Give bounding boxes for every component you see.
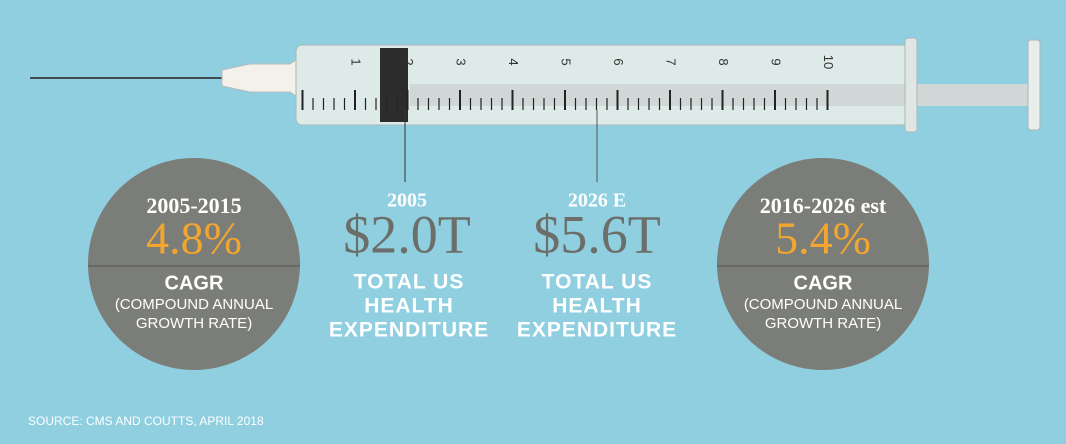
source: SOURCE: CMS AND COUTTS, APRIL 2018 xyxy=(28,414,264,428)
label: EXPENDITURE xyxy=(329,319,489,342)
scale-label: 2 xyxy=(401,58,416,65)
scale-label: 1 xyxy=(349,58,364,65)
period: 2005-2015 xyxy=(146,193,241,218)
scale-label: 9 xyxy=(769,58,784,65)
scale-label: 4 xyxy=(506,58,521,65)
scale-label: 10 xyxy=(821,55,836,69)
scale-label: 5 xyxy=(559,58,574,65)
description: GROWTH RATE) xyxy=(136,315,252,332)
description: GROWTH RATE) xyxy=(765,315,881,332)
year: 2026 E xyxy=(568,190,626,212)
circle xyxy=(88,158,300,370)
label: HEALTH xyxy=(364,295,454,318)
scale-label: 8 xyxy=(716,58,731,65)
description: (COMPOUND ANNUAL xyxy=(115,296,273,313)
year: 2005 xyxy=(387,190,427,212)
description: (COMPOUND ANNUAL xyxy=(744,296,902,313)
scale-label: 6 xyxy=(611,58,626,65)
rate: 5.4% xyxy=(775,213,871,264)
label: HEALTH xyxy=(552,295,642,318)
label: EXPENDITURE xyxy=(517,319,677,342)
amount: $5.6T xyxy=(533,204,661,264)
scale-label: 7 xyxy=(664,58,679,65)
circle xyxy=(717,158,929,370)
period: 2016-2026 est xyxy=(760,193,887,218)
amount: $2.0T xyxy=(343,204,471,264)
label: TOTAL US xyxy=(542,271,653,294)
scale-label: 3 xyxy=(454,58,469,65)
rate: 4.8% xyxy=(146,213,242,264)
label: CAGR xyxy=(165,272,224,294)
label: CAGR xyxy=(794,272,853,294)
label: TOTAL US xyxy=(354,271,465,294)
